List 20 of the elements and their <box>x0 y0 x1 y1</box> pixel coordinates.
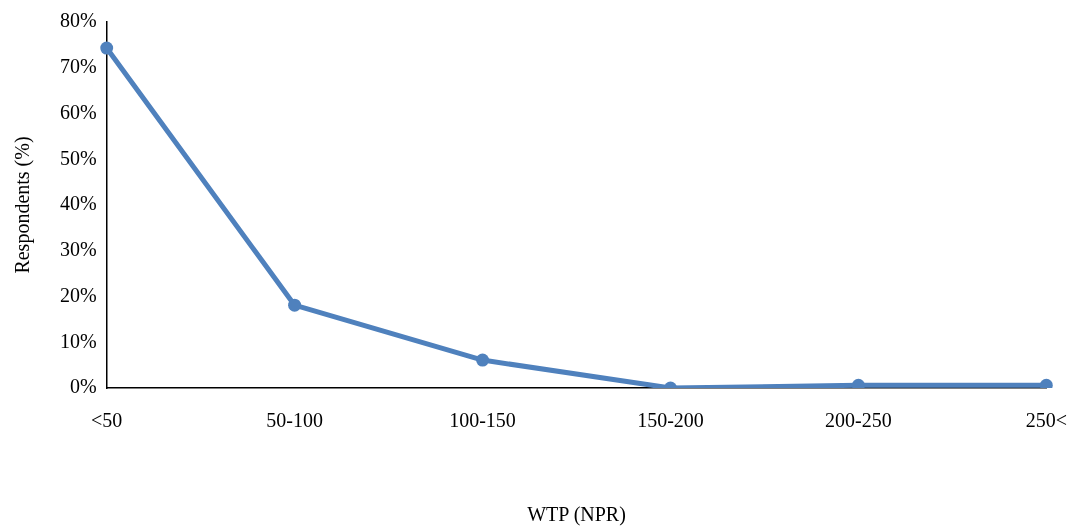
y-tick-label: 80% <box>59 9 97 32</box>
point <box>476 353 490 367</box>
y-tick-label: 30% <box>59 238 97 260</box>
x-axis-title: WTP (NPR) <box>527 503 626 527</box>
x-tick-label: 100-150 <box>449 409 516 432</box>
point <box>100 41 114 55</box>
y-tick-label: 20% <box>59 283 97 306</box>
y-tick-label: 60% <box>59 100 97 123</box>
point <box>288 298 302 312</box>
y-tick-label: 70% <box>59 55 97 77</box>
x-tick-label: 200-250 <box>825 409 892 432</box>
x-tick-label: 250< <box>1025 409 1067 432</box>
y-axis-title: Respondents (%) <box>11 136 35 274</box>
y-tick-label: 40% <box>59 192 97 215</box>
x-tick-label: <50 <box>91 409 123 432</box>
x-tick-label: 50-100 <box>266 409 323 432</box>
y-tick-label: 10% <box>59 329 97 352</box>
x-tick-label: 150-200 <box>637 409 704 432</box>
y-tick-label: 50% <box>59 146 97 169</box>
y-tick-label: 0% <box>69 375 97 398</box>
